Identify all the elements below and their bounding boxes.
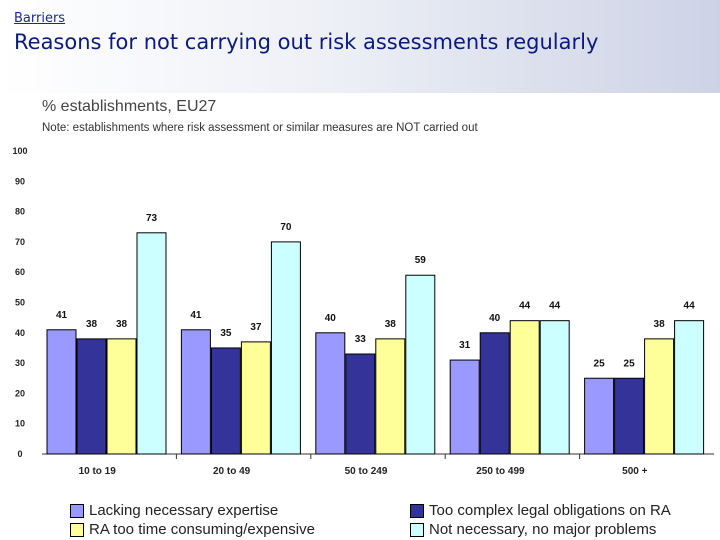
bar-3-1 (479, 332, 510, 455)
y-tick-label: 80 (15, 207, 25, 217)
data-label: 44 (684, 301, 696, 312)
data-label: 25 (594, 358, 606, 369)
data-label: 41 (190, 310, 202, 321)
y-tick-label: 0 (17, 449, 22, 459)
bar-0-1 (76, 338, 107, 455)
chart-note: Note: establishments where risk assessme… (42, 122, 478, 134)
y-tick-label: 90 (15, 176, 25, 186)
data-label: 59 (415, 255, 427, 266)
y-tick-label: 60 (15, 267, 25, 277)
data-label: 40 (489, 313, 501, 324)
data-label: 70 (280, 222, 292, 233)
x-tick-label: 250 to 499 (476, 466, 525, 477)
bar-2-2 (375, 338, 406, 455)
data-label: 25 (624, 358, 636, 369)
bar-1-1 (210, 347, 241, 455)
y-tick-label: 20 (15, 388, 25, 398)
data-label: 38 (654, 319, 666, 330)
legend-swatch (410, 522, 424, 537)
y-tick-label: 30 (15, 358, 25, 368)
bar-4-1 (614, 377, 645, 455)
y-tick-label: 10 (15, 419, 25, 429)
x-tick-label: 10 to 19 (79, 466, 117, 477)
bar-0-0 (46, 329, 77, 455)
bar-2-3 (405, 274, 436, 455)
header-band: Barriers Reasons for not carrying out ri… (0, 0, 720, 93)
bar-3-3 (539, 320, 570, 455)
y-tick-label: 50 (15, 298, 25, 308)
chart-subtitle: % establishments, EU27 (42, 98, 217, 115)
data-label: 44 (519, 301, 531, 312)
data-label: 35 (220, 328, 232, 339)
data-label: 73 (146, 213, 158, 224)
bar-chart: 0 10 20 30 40 50 60 70 80 90 100 41 38 38 73 10 to 19 41… (12, 146, 714, 477)
legend-item: Not necessary, no major problems (410, 521, 656, 538)
bar-1-2 (240, 341, 271, 455)
data-label: 33 (355, 334, 367, 345)
legend-label: Lacking necessary expertise (89, 502, 279, 519)
data-label: 38 (116, 319, 128, 330)
y-tick-label: 100 (12, 146, 27, 156)
section-kicker[interactable]: Barriers (14, 11, 66, 26)
bar-3-0 (449, 359, 480, 455)
data-label: 38 (86, 319, 98, 330)
page-title: Reasons for not carrying out risk assess… (14, 30, 599, 54)
y-tick-label: 40 (15, 328, 25, 338)
data-label: 38 (385, 319, 397, 330)
legend-swatch (70, 522, 84, 537)
bar-1-3 (270, 241, 301, 455)
legend-item: Lacking necessary expertise (70, 502, 278, 519)
x-tick-label: 500 + (622, 466, 647, 477)
legend-swatch (410, 503, 424, 518)
y-tick-label: 70 (15, 237, 25, 247)
legend-label: Not necessary, no major problems (429, 521, 657, 538)
bar-3-2 (509, 320, 540, 455)
bar-4-3 (674, 320, 705, 455)
bar-0-3 (136, 232, 167, 455)
legend-item: Too complex legal obligations on RA (410, 502, 671, 519)
bar-2-1 (345, 353, 376, 455)
bar-2-0 (315, 332, 346, 455)
data-label: 41 (56, 310, 68, 321)
x-tick-label: 50 to 249 (345, 466, 388, 477)
legend-label: RA too time consuming/expensive (89, 521, 315, 538)
x-tick-label: 20 to 49 (213, 466, 251, 477)
bar-4-0 (584, 377, 615, 455)
data-label: 37 (250, 322, 262, 333)
legend-label: Too complex legal obligations on RA (429, 502, 671, 519)
bar-1-0 (180, 329, 211, 455)
legend-item: RA too time consuming/expensive (70, 521, 315, 538)
data-label: 44 (549, 301, 561, 312)
legend-swatch (70, 503, 84, 518)
bar-0-2 (106, 338, 137, 455)
data-label: 31 (459, 340, 471, 351)
data-label: 40 (325, 313, 337, 324)
bar-4-2 (644, 338, 675, 455)
